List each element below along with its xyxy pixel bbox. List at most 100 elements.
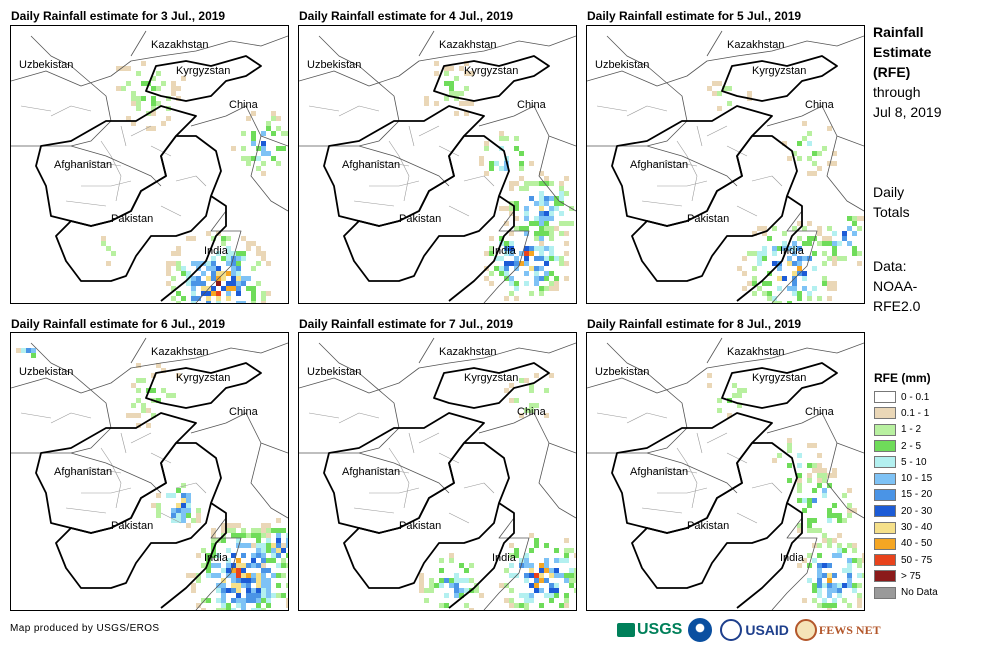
rain-cell bbox=[276, 563, 281, 568]
rain-cell bbox=[236, 291, 241, 296]
rain-cell bbox=[549, 251, 554, 256]
rain-cell bbox=[544, 211, 549, 216]
rain-cell bbox=[842, 231, 847, 236]
rain-cell bbox=[271, 156, 276, 161]
rain-cell bbox=[717, 398, 722, 403]
rain-cell bbox=[822, 563, 827, 568]
rain-cell bbox=[549, 206, 554, 211]
rain-cell bbox=[276, 518, 281, 523]
rain-cell bbox=[181, 296, 186, 301]
rain-cell bbox=[489, 246, 494, 251]
rain-cell bbox=[544, 276, 549, 281]
rain-cell bbox=[539, 231, 544, 236]
rfe-data-line1: Data: bbox=[873, 258, 907, 274]
rain-cell bbox=[136, 398, 141, 403]
country-border bbox=[250, 135, 288, 212]
rain-cell bbox=[266, 261, 271, 266]
rain-cell bbox=[534, 236, 539, 241]
legend-label: 30 - 40 bbox=[901, 522, 933, 534]
map-label-pakistan: Pakistan bbox=[687, 213, 729, 225]
rain-cell bbox=[196, 513, 201, 518]
rain-cell bbox=[852, 543, 857, 548]
map-label-uzbekistan: Uzbekistan bbox=[19, 59, 73, 71]
rain-cell bbox=[171, 91, 176, 96]
rain-cell bbox=[529, 388, 534, 393]
rain-cell bbox=[489, 271, 494, 276]
rain-cell bbox=[742, 256, 747, 261]
rain-cell bbox=[574, 553, 576, 558]
map-label-india: India bbox=[780, 552, 805, 564]
rain-cell bbox=[802, 226, 807, 231]
legend-swatch bbox=[874, 554, 896, 567]
rain-cell bbox=[539, 573, 544, 578]
rain-cell bbox=[837, 593, 842, 598]
rain-cell bbox=[534, 276, 539, 281]
rain-cell bbox=[509, 211, 514, 216]
rain-cell bbox=[559, 573, 564, 578]
admin-boundary bbox=[160, 175, 207, 217]
rain-cell bbox=[231, 528, 236, 533]
rain-cell bbox=[509, 276, 514, 281]
rain-cell bbox=[822, 533, 827, 538]
rain-cell bbox=[514, 553, 519, 558]
rain-cell bbox=[817, 151, 822, 156]
rain-cell bbox=[549, 231, 554, 236]
rain-cell bbox=[241, 251, 246, 256]
rain-cell bbox=[31, 353, 36, 358]
rain-cell bbox=[509, 231, 514, 236]
rain-cell bbox=[276, 116, 281, 121]
rain-cell bbox=[424, 101, 429, 106]
rain-cell bbox=[509, 186, 514, 191]
rain-cell bbox=[256, 533, 261, 538]
rain-cell bbox=[559, 181, 564, 186]
country-border bbox=[771, 517, 818, 610]
rain-cell bbox=[251, 266, 256, 271]
rain-cell bbox=[857, 598, 862, 603]
rain-cell bbox=[231, 568, 236, 573]
rain-cell bbox=[241, 131, 246, 136]
rain-cell bbox=[534, 231, 539, 236]
rain-cell bbox=[459, 101, 464, 106]
rain-cell bbox=[534, 538, 539, 543]
rain-cell bbox=[529, 568, 534, 573]
rain-cell bbox=[281, 593, 286, 598]
rain-cell bbox=[752, 276, 757, 281]
rfe-daily-line2: Totals bbox=[873, 204, 910, 220]
rain-cell bbox=[817, 226, 822, 231]
rain-cell bbox=[857, 573, 862, 578]
rain-cell bbox=[842, 548, 847, 553]
rain-cell bbox=[251, 296, 256, 301]
rain-cell bbox=[231, 553, 236, 558]
rain-cell bbox=[246, 286, 251, 291]
rain-cell bbox=[539, 191, 544, 196]
rain-cell bbox=[509, 573, 514, 578]
legend-item: 20 - 30 bbox=[874, 503, 938, 519]
rain-cell bbox=[837, 518, 842, 523]
rain-cell bbox=[837, 513, 842, 518]
rain-cell bbox=[236, 251, 241, 256]
rain-cell bbox=[792, 281, 797, 286]
rain-cell bbox=[191, 588, 196, 593]
rain-cell bbox=[549, 236, 554, 241]
rain-cell bbox=[862, 558, 864, 563]
rain-cell bbox=[574, 573, 576, 578]
rain-cell bbox=[847, 503, 852, 508]
rain-cell bbox=[266, 538, 271, 543]
rain-cell bbox=[261, 256, 266, 261]
rainfall-layer bbox=[707, 81, 864, 303]
rain-cell bbox=[827, 281, 832, 286]
rain-cell bbox=[514, 136, 519, 141]
rain-cell bbox=[499, 266, 504, 271]
rain-cell bbox=[832, 553, 837, 558]
rain-cell bbox=[236, 578, 241, 583]
rain-cell bbox=[251, 141, 256, 146]
rain-cell bbox=[226, 286, 231, 291]
rain-cell bbox=[822, 146, 827, 151]
rain-cell bbox=[559, 201, 564, 206]
rain-cell bbox=[802, 498, 807, 503]
rain-cell bbox=[464, 603, 469, 608]
rain-cell bbox=[226, 261, 231, 266]
rain-cell bbox=[807, 523, 812, 528]
rain-cell bbox=[131, 121, 136, 126]
rain-cell bbox=[454, 96, 459, 101]
